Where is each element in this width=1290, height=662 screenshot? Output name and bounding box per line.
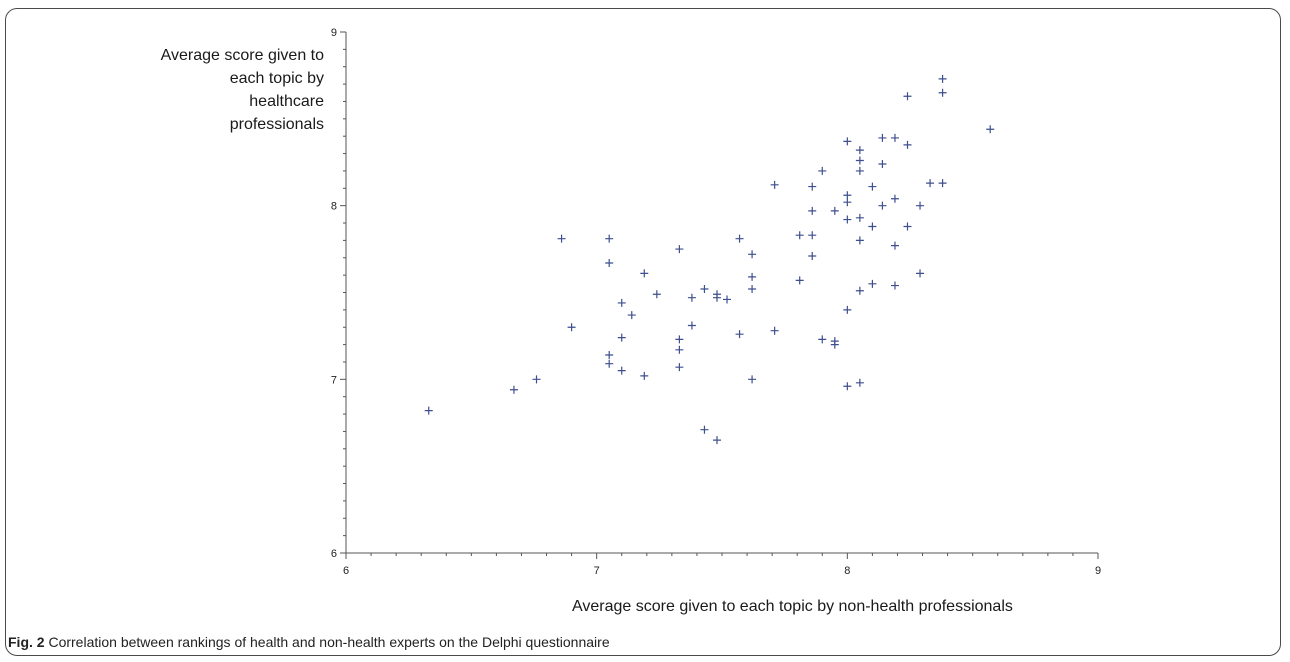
x-tick-label: 6 <box>343 565 349 577</box>
data-point <box>700 425 709 434</box>
y-tick-label: 9 <box>331 27 337 39</box>
data-point <box>890 194 899 203</box>
data-point <box>855 286 864 295</box>
data-point <box>687 293 696 302</box>
data-point <box>605 351 614 360</box>
data-point <box>878 133 887 142</box>
data-point <box>723 295 732 304</box>
data-point <box>855 156 864 165</box>
data-point <box>712 293 721 302</box>
data-point <box>808 252 817 261</box>
y-tick-label: 8 <box>331 201 337 213</box>
data-point <box>795 276 804 285</box>
data-points <box>424 74 995 445</box>
plot-axes: 6 7 8 9 6 7 8 9 <box>331 27 1101 577</box>
data-point <box>890 241 899 250</box>
data-point <box>986 125 995 134</box>
data-point <box>735 234 744 243</box>
data-point <box>687 321 696 330</box>
data-point <box>808 206 817 215</box>
data-point <box>868 279 877 288</box>
data-point <box>855 213 864 222</box>
data-point <box>617 298 626 307</box>
data-point <box>748 272 757 281</box>
y-tick-label: 7 <box>331 374 337 386</box>
data-point <box>424 406 433 415</box>
data-point <box>808 231 817 240</box>
data-point <box>878 201 887 210</box>
data-point <box>868 222 877 231</box>
data-point <box>843 305 852 314</box>
x-tick-label: 7 <box>594 565 600 577</box>
data-point <box>735 330 744 339</box>
data-point <box>640 371 649 380</box>
data-point <box>640 269 649 278</box>
data-point <box>868 182 877 191</box>
data-point <box>903 140 912 149</box>
data-point <box>903 92 912 101</box>
figure-frame <box>5 8 1281 656</box>
data-point <box>700 285 709 294</box>
data-point <box>890 133 899 142</box>
x-axis-label: Average score given to each topic by non… <box>572 598 1013 615</box>
data-point <box>843 137 852 146</box>
data-point <box>675 335 684 344</box>
y-axis-label: Average score given to each topic by hea… <box>160 47 324 133</box>
data-point <box>830 206 839 215</box>
data-point <box>855 236 864 245</box>
data-point <box>818 166 827 175</box>
data-point <box>818 335 827 344</box>
data-point <box>605 359 614 368</box>
data-point <box>830 340 839 349</box>
data-point <box>675 245 684 254</box>
data-point <box>617 333 626 342</box>
data-point <box>509 385 518 394</box>
data-point <box>890 281 899 290</box>
data-point <box>770 326 779 335</box>
data-point <box>675 345 684 354</box>
y-tick-label: 6 <box>331 548 337 560</box>
data-point <box>878 159 887 168</box>
data-point <box>926 179 935 188</box>
data-point <box>605 258 614 267</box>
data-point <box>938 179 947 188</box>
data-point <box>808 182 817 191</box>
data-point <box>712 436 721 445</box>
data-point <box>770 180 779 189</box>
data-point <box>748 375 757 384</box>
data-point <box>617 366 626 375</box>
x-tick-label: 8 <box>844 565 850 577</box>
data-point <box>903 222 912 231</box>
data-point <box>916 269 925 278</box>
data-point <box>567 323 576 332</box>
data-point <box>532 375 541 384</box>
data-point <box>748 285 757 294</box>
data-point <box>855 378 864 387</box>
caption-text: Correlation between rankings of health a… <box>44 634 610 650</box>
data-point <box>938 88 947 97</box>
caption-label: Fig. 2 <box>8 634 45 650</box>
data-point <box>843 382 852 391</box>
data-point <box>843 215 852 224</box>
data-point <box>748 250 757 259</box>
data-point <box>675 363 684 372</box>
data-point <box>843 191 852 200</box>
data-point <box>557 234 566 243</box>
data-point <box>627 311 636 320</box>
data-point <box>855 146 864 155</box>
data-point <box>795 231 804 240</box>
figure-caption: Fig. 2 Correlation between rankings of h… <box>8 634 610 650</box>
data-point <box>855 166 864 175</box>
data-point <box>652 290 661 299</box>
x-tick-label: 9 <box>1095 565 1101 577</box>
data-point <box>916 201 925 210</box>
data-point <box>605 234 614 243</box>
data-point <box>843 198 852 207</box>
data-point <box>938 74 947 83</box>
